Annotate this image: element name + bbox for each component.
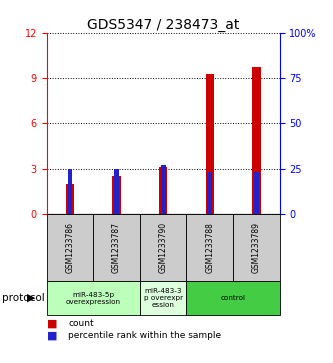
Bar [207, 172, 212, 214]
Bar [159, 167, 167, 214]
Bar [252, 68, 261, 214]
Bar [114, 169, 119, 214]
Text: count: count [68, 319, 94, 328]
Bar [68, 169, 72, 214]
Text: ■: ■ [47, 319, 57, 329]
Text: GSM1233790: GSM1233790 [159, 222, 168, 273]
Text: GSM1233789: GSM1233789 [252, 222, 261, 273]
Text: GSM1233788: GSM1233788 [205, 222, 214, 273]
Bar [112, 176, 121, 214]
Text: ▶: ▶ [27, 293, 36, 303]
Text: percentile rank within the sample: percentile rank within the sample [68, 331, 221, 340]
Bar [161, 165, 166, 214]
Text: miR-483-3
p overexpr
ession: miR-483-3 p overexpr ession [144, 288, 183, 308]
Text: protocol: protocol [2, 293, 44, 303]
Text: GSM1233786: GSM1233786 [65, 222, 75, 273]
Text: GSM1233787: GSM1233787 [112, 222, 121, 273]
Text: control: control [220, 295, 246, 301]
Text: miR-483-5p
overexpression: miR-483-5p overexpression [66, 291, 121, 305]
Bar [254, 172, 259, 214]
Title: GDS5347 / 238473_at: GDS5347 / 238473_at [87, 18, 239, 32]
Bar [66, 184, 74, 214]
Text: ■: ■ [47, 331, 57, 341]
Bar [205, 73, 214, 214]
